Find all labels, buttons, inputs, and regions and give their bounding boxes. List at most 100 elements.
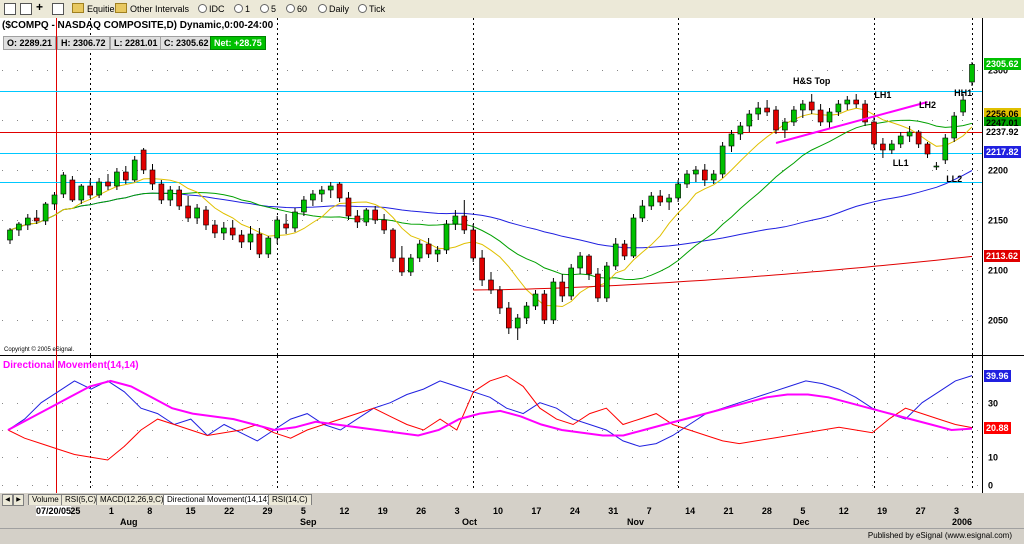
price-tick-label: 2150 xyxy=(988,216,1008,226)
interval-daily[interactable]: Daily xyxy=(318,3,349,15)
candle-body xyxy=(488,279,494,291)
candle-body xyxy=(176,189,182,207)
x-month-label: Dec xyxy=(793,517,810,527)
interval-60[interactable]: 60 xyxy=(286,3,307,15)
candle xyxy=(229,220,236,240)
interval-label: 60 xyxy=(297,4,308,14)
candle xyxy=(301,196,307,216)
candle-body xyxy=(256,233,263,255)
candle-body xyxy=(951,115,958,139)
candle-body xyxy=(283,223,289,229)
dmi-tick-label: 30 xyxy=(988,399,998,409)
tab-rsi14[interactable]: RSI(14,C) xyxy=(268,494,312,505)
x-tick-label: 25 xyxy=(70,506,81,516)
dmi-series-line xyxy=(7,374,973,461)
candle xyxy=(318,186,325,202)
candle xyxy=(416,240,423,262)
candle xyxy=(559,274,566,302)
candle xyxy=(149,164,156,190)
candle xyxy=(140,148,147,174)
candle-body xyxy=(791,109,797,123)
candle xyxy=(123,166,129,184)
tab-directional-movement[interactable]: Directional Movement(14,14) xyxy=(163,494,274,505)
candle-body xyxy=(443,223,450,251)
candle xyxy=(185,196,191,222)
candle-body xyxy=(301,199,307,213)
candle xyxy=(906,126,913,142)
candle-body xyxy=(265,237,272,255)
candle xyxy=(310,190,316,206)
tab-rsi5[interactable]: RSI(5,C) xyxy=(61,494,101,505)
interval-1[interactable]: 1 xyxy=(234,3,250,15)
candle-body xyxy=(479,257,485,281)
chart-annotation: HH1 xyxy=(954,88,972,98)
dmi-tick-label: 10 xyxy=(988,453,998,463)
interval-tick[interactable]: Tick xyxy=(358,3,385,15)
tab-scroll-right-icon[interactable]: ▶ xyxy=(13,494,24,506)
add-icon[interactable]: + xyxy=(36,0,44,14)
candle xyxy=(657,190,664,206)
candle xyxy=(942,134,949,164)
dmi-tag: 20.88 xyxy=(984,421,1011,434)
equities-menu[interactable]: Equities xyxy=(72,3,119,15)
dmi-tick-label: 0 xyxy=(988,481,993,491)
candle-body xyxy=(969,64,975,83)
candle-body xyxy=(336,183,343,199)
interval-idc[interactable]: IDC xyxy=(198,3,225,15)
candle xyxy=(541,290,548,324)
folder-icon xyxy=(72,3,84,13)
candle xyxy=(60,172,67,198)
tab-macd[interactable]: MACD(12,26,9,C) xyxy=(96,494,168,505)
footer: Published by eSignal (www.esignal.com) xyxy=(0,528,1024,544)
x-tick-label: 17 xyxy=(531,506,542,516)
radio-icon xyxy=(318,4,327,13)
candle-body xyxy=(603,265,610,299)
x-tick-label: 5 xyxy=(300,506,306,516)
candle-body xyxy=(746,113,753,127)
candle xyxy=(799,100,806,118)
tab-volume[interactable]: Volume xyxy=(28,494,63,505)
equities-label: Equities xyxy=(87,4,120,14)
indicator-tabs: ◀ ▶ Volume RSI(5,C) MACD(12,26,9,C) Dire… xyxy=(0,493,1024,506)
cursor-icon[interactable] xyxy=(52,3,64,15)
candle-body xyxy=(452,215,459,225)
candle xyxy=(256,228,263,258)
candle xyxy=(639,200,646,222)
x-month-label: Nov xyxy=(627,517,645,527)
x-tick-label: 15 xyxy=(185,506,196,516)
candle xyxy=(176,186,182,210)
candle-body xyxy=(310,193,316,201)
candle-body xyxy=(701,169,708,181)
candle-body xyxy=(835,103,842,113)
interval-label: Daily xyxy=(329,4,350,14)
chart-icon[interactable] xyxy=(4,3,16,15)
x-tick-label: 27 xyxy=(915,506,926,516)
candle xyxy=(746,110,753,132)
candle-body xyxy=(737,125,744,135)
price-tag: 2237.92 xyxy=(984,126,1021,139)
candle-body xyxy=(78,185,85,201)
candle-body xyxy=(123,171,129,181)
low-value: L: 2281.01 xyxy=(110,36,162,50)
candle-body xyxy=(212,224,218,234)
candle xyxy=(390,228,396,262)
candle xyxy=(897,132,904,148)
candle xyxy=(283,214,289,234)
x-tick-label: 24 xyxy=(569,506,580,516)
candle xyxy=(87,180,93,198)
candle-body xyxy=(407,257,414,273)
interval-5[interactable]: 5 xyxy=(260,3,276,15)
grid-icon[interactable] xyxy=(20,3,32,15)
other-intervals-menu[interactable]: Other Intervals xyxy=(115,3,189,15)
candle-body xyxy=(203,209,209,226)
candle-body xyxy=(862,103,868,123)
candle-body xyxy=(229,227,236,236)
candle xyxy=(114,168,120,190)
candle xyxy=(16,222,22,236)
tab-scroll-left-icon[interactable]: ◀ xyxy=(2,494,13,506)
candle xyxy=(710,170,717,184)
neckline xyxy=(775,101,928,144)
candle xyxy=(826,108,833,128)
candle xyxy=(425,238,432,258)
